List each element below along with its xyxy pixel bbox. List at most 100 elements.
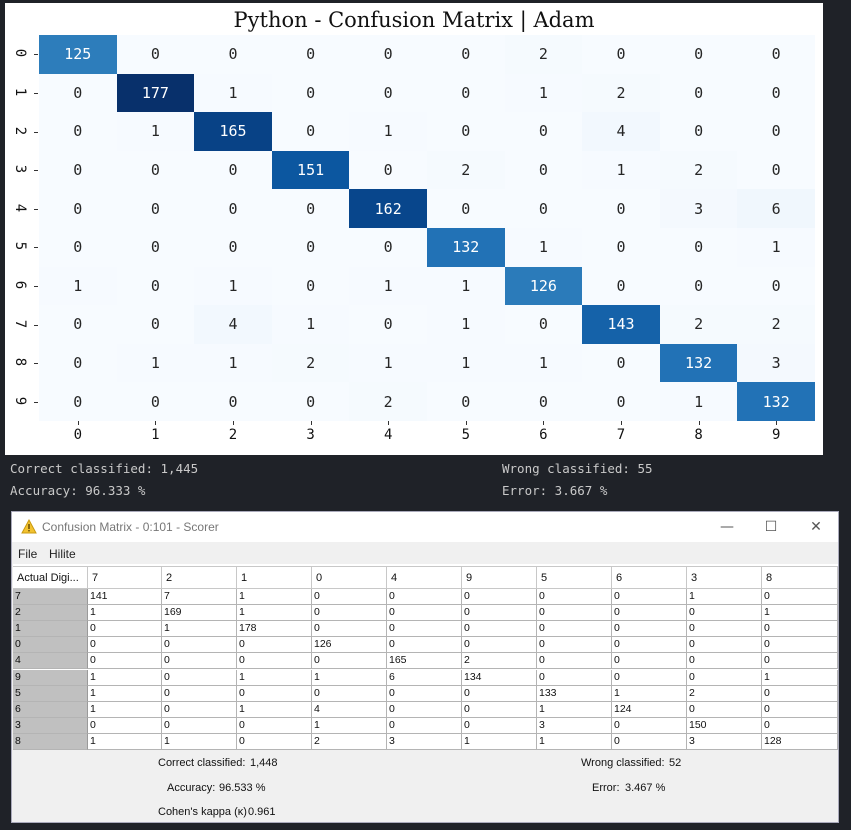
table-cell[interactable]: 0 [312, 605, 387, 622]
table-cell[interactable]: 0 [462, 637, 537, 654]
table-cell[interactable]: 0 [762, 637, 838, 654]
table-cell[interactable]: 3 [387, 733, 462, 750]
column-header-6[interactable]: 6 [612, 566, 687, 589]
table-cell[interactable]: 1 [687, 589, 762, 606]
table-cell[interactable]: 0 [687, 637, 762, 654]
table-cell[interactable]: 0 [88, 717, 162, 734]
table-cell[interactable]: 1 [537, 733, 612, 750]
table-cell[interactable]: 0 [612, 669, 687, 686]
table-cell[interactable]: 0 [762, 701, 838, 718]
maximize-button[interactable]: ☐ [764, 519, 778, 535]
table-cell[interactable]: 0 [762, 621, 838, 638]
column-header-9[interactable]: 9 [462, 566, 537, 589]
column-header-5[interactable]: 5 [537, 566, 612, 589]
table-cell[interactable]: 0 [162, 669, 237, 686]
row-header-5[interactable]: 5 [13, 685, 88, 702]
table-cell[interactable]: 0 [162, 637, 237, 654]
table-cell[interactable]: 0 [237, 653, 312, 670]
table-cell[interactable]: 0 [237, 717, 312, 734]
column-header-4[interactable]: 4 [387, 566, 462, 589]
menu-hilite[interactable]: Hilite [49, 547, 76, 561]
table-cell[interactable]: 0 [612, 733, 687, 750]
table-cell[interactable]: 0 [387, 685, 462, 702]
table-cell[interactable]: 0 [612, 637, 687, 654]
table-cell[interactable]: 0 [312, 685, 387, 702]
table-cell[interactable]: 0 [762, 717, 838, 734]
table-cell[interactable]: 2 [312, 733, 387, 750]
table-cell[interactable]: 0 [537, 653, 612, 670]
column-header-2[interactable]: 2 [162, 566, 237, 589]
table-cell[interactable]: 1 [237, 669, 312, 686]
table-cell[interactable]: 1 [762, 605, 838, 622]
table-cell[interactable]: 0 [537, 637, 612, 654]
table-cell[interactable]: 0 [312, 621, 387, 638]
table-cell[interactable]: 0 [387, 605, 462, 622]
table-cell[interactable]: 169 [162, 605, 237, 622]
column-header-8[interactable]: 8 [762, 566, 838, 589]
table-cell[interactable]: 141 [88, 589, 162, 606]
table-cell[interactable]: 2 [462, 653, 537, 670]
table-cell[interactable]: 1 [237, 589, 312, 606]
row-header-4[interactable]: 4 [13, 653, 88, 670]
table-cell[interactable]: 0 [462, 717, 537, 734]
table-cell[interactable]: 1 [237, 605, 312, 622]
table-cell[interactable]: 1 [312, 669, 387, 686]
table-cell[interactable]: 0 [612, 589, 687, 606]
table-cell[interactable]: 0 [762, 685, 838, 702]
table-cell[interactable]: 1 [462, 733, 537, 750]
table-cell[interactable]: 1 [162, 621, 237, 638]
table-cell[interactable]: 0 [237, 733, 312, 750]
window-titlebar[interactable]: Confusion Matrix - 0:101 - Scorer — ☐ ✕ [12, 512, 838, 542]
table-cell[interactable]: 3 [537, 717, 612, 734]
table-cell[interactable]: 0 [687, 669, 762, 686]
table-cell[interactable]: 0 [88, 637, 162, 654]
column-header-7[interactable]: 7 [88, 566, 162, 589]
menu-file[interactable]: File [18, 547, 38, 561]
table-cell[interactable]: 0 [612, 717, 687, 734]
table-cell[interactable]: 0 [237, 637, 312, 654]
table-cell[interactable]: 1 [537, 701, 612, 718]
table-cell[interactable]: 0 [612, 621, 687, 638]
table-cell[interactable]: 7 [162, 589, 237, 606]
row-header-1[interactable]: 1 [13, 621, 88, 638]
table-cell[interactable]: 165 [387, 653, 462, 670]
minimize-button[interactable]: — [720, 519, 734, 535]
table-cell[interactable]: 0 [687, 653, 762, 670]
row-header-7[interactable]: 7 [13, 589, 88, 606]
table-cell[interactable]: 0 [687, 621, 762, 638]
table-cell[interactable]: 1 [88, 733, 162, 750]
table-cell[interactable]: 0 [162, 717, 237, 734]
table-cell[interactable]: 1 [312, 717, 387, 734]
table-cell[interactable]: 0 [162, 653, 237, 670]
table-cell[interactable]: 126 [312, 637, 387, 654]
table-cell[interactable]: 0 [687, 605, 762, 622]
table-cell[interactable]: 0 [537, 669, 612, 686]
table-cell[interactable]: 0 [612, 653, 687, 670]
row-header-0[interactable]: 0 [13, 637, 88, 654]
table-cell[interactable]: 0 [537, 605, 612, 622]
column-header-0[interactable]: 0 [312, 566, 387, 589]
table-cell[interactable]: 2 [687, 685, 762, 702]
table-cell[interactable]: 150 [687, 717, 762, 734]
row-header-2[interactable]: 2 [13, 605, 88, 622]
table-cell[interactable]: 1 [88, 701, 162, 718]
table-cell[interactable]: 0 [462, 589, 537, 606]
table-cell[interactable]: 0 [462, 605, 537, 622]
table-cell[interactable]: 0 [312, 653, 387, 670]
column-header-actual[interactable]: Actual Digi... [13, 566, 88, 589]
table-cell[interactable]: 0 [687, 701, 762, 718]
table-cell[interactable]: 0 [462, 701, 537, 718]
table-cell[interactable]: 0 [88, 621, 162, 638]
row-header-8[interactable]: 8 [13, 733, 88, 750]
table-cell[interactable]: 0 [387, 621, 462, 638]
table-cell[interactable]: 128 [762, 733, 838, 750]
table-cell[interactable]: 0 [88, 653, 162, 670]
table-cell[interactable]: 133 [537, 685, 612, 702]
table-cell[interactable]: 0 [387, 637, 462, 654]
table-cell[interactable]: 1 [162, 733, 237, 750]
table-cell[interactable]: 1 [612, 685, 687, 702]
table-cell[interactable]: 3 [687, 733, 762, 750]
table-cell[interactable]: 0 [762, 653, 838, 670]
table-cell[interactable]: 0 [162, 685, 237, 702]
table-cell[interactable]: 0 [612, 605, 687, 622]
